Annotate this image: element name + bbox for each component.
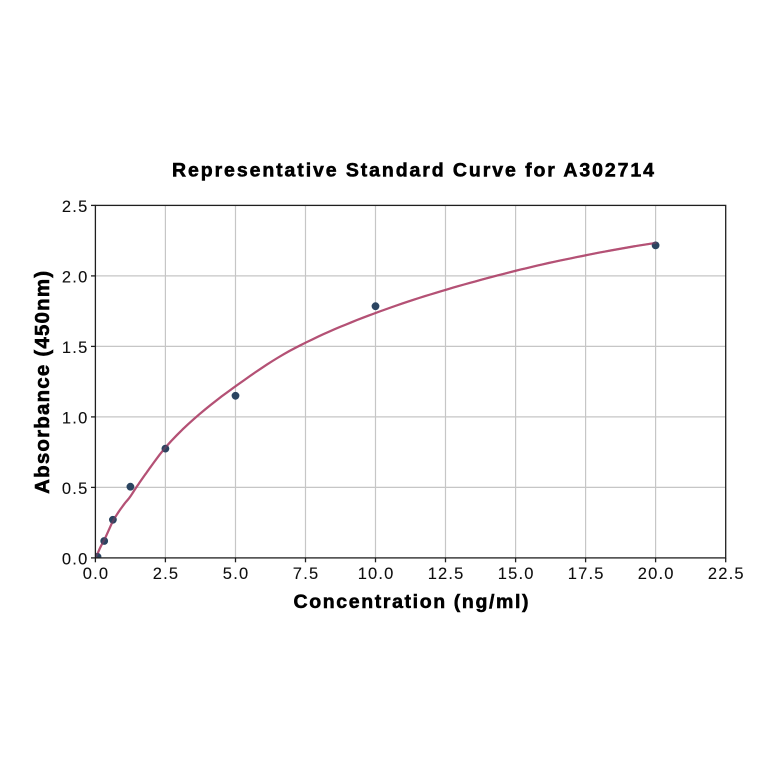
svg-text:10.0: 10.0 bbox=[358, 565, 394, 583]
svg-text:2.0: 2.0 bbox=[62, 269, 87, 287]
svg-text:Concentration (ng/ml): Concentration (ng/ml) bbox=[294, 591, 529, 613]
svg-text:2.5: 2.5 bbox=[62, 198, 87, 216]
svg-text:Absorbance (450nm): Absorbance (450nm) bbox=[31, 271, 54, 494]
svg-text:22.5: 22.5 bbox=[708, 565, 744, 583]
svg-text:0.0: 0.0 bbox=[62, 551, 87, 569]
svg-text:1.5: 1.5 bbox=[62, 339, 87, 357]
svg-text:5.0: 5.0 bbox=[223, 565, 248, 583]
svg-text:12.5: 12.5 bbox=[428, 565, 464, 583]
svg-text:15.0: 15.0 bbox=[498, 565, 534, 583]
svg-text:0.0: 0.0 bbox=[83, 565, 108, 583]
svg-text:17.5: 17.5 bbox=[568, 565, 604, 583]
svg-text:7.5: 7.5 bbox=[293, 565, 318, 583]
svg-text:0.5: 0.5 bbox=[62, 480, 87, 498]
svg-text:Representative Standard Curve: Representative Standard Curve for A30271… bbox=[172, 160, 654, 182]
svg-text:1.0: 1.0 bbox=[62, 410, 87, 428]
svg-text:2.5: 2.5 bbox=[153, 565, 178, 583]
svg-text:20.0: 20.0 bbox=[638, 565, 674, 583]
